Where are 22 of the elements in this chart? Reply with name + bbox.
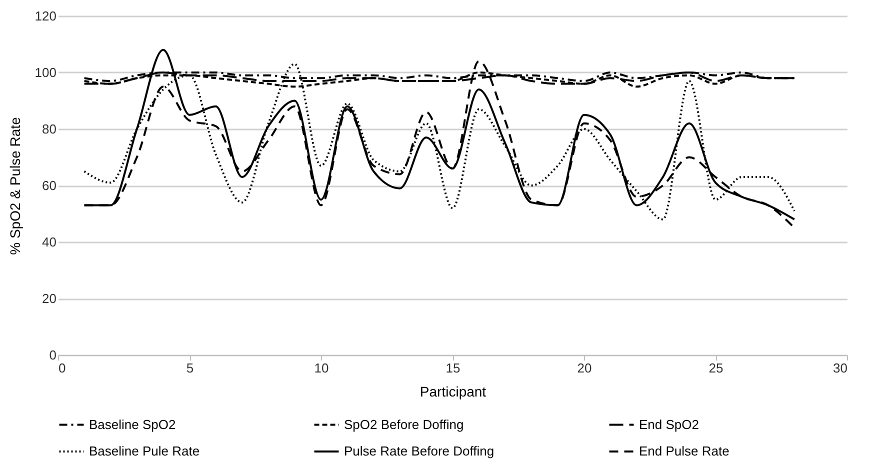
legend-label: End SpO2 [639, 416, 699, 432]
y-tick-label: 40 [42, 234, 56, 250]
legend-label: Baseline Pule Rate [89, 444, 200, 458]
y-axis-title: % SpO2 & Pulse Rate [6, 116, 23, 255]
y-tick-label: 60 [42, 178, 56, 193]
x-tick-label: 5 [186, 360, 194, 376]
y-tick-label: 80 [42, 122, 56, 136]
legend-label: Baseline SpO2 [89, 416, 176, 432]
legend-label: End Pulse Rate [639, 444, 730, 458]
y-tick-label: 100 [34, 65, 56, 80]
y-tick-label: 120 [34, 8, 56, 24]
x-tick-label: 10 [314, 360, 329, 376]
y-tick-label: 20 [42, 291, 56, 306]
legend-label: SpO2 Before Doffing [344, 416, 464, 432]
x-tick-label: 30 [833, 360, 848, 376]
legend-label: Pulse Rate Before Doffing [344, 444, 494, 458]
x-tick-label: 0 [58, 360, 66, 376]
y-tick-label: 0 [49, 348, 56, 362]
x-tick-label: 15 [446, 360, 460, 376]
x-axis-title: Participant [420, 384, 486, 400]
x-tick-label: 25 [708, 360, 724, 376]
x-tick-label: 20 [577, 360, 592, 376]
